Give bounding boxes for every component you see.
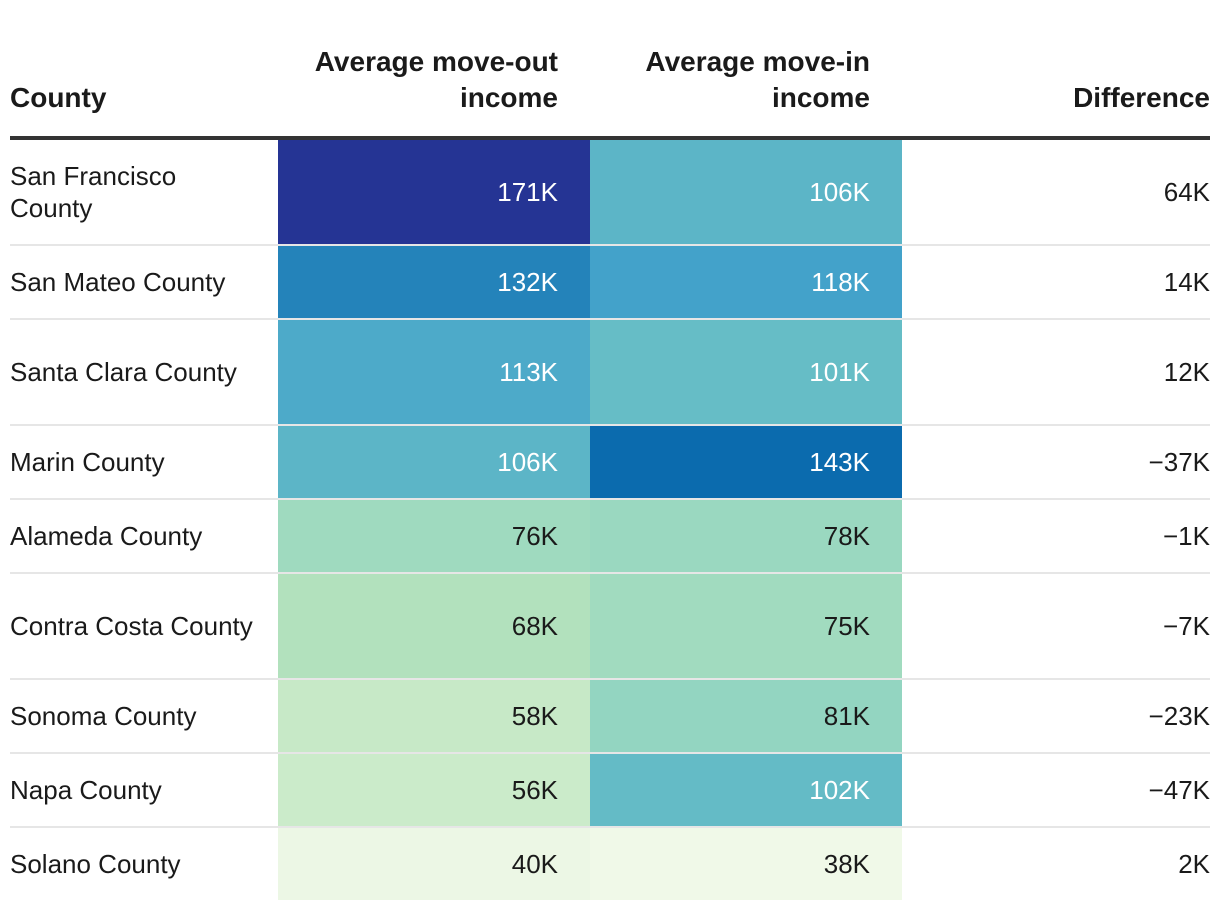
move-out-cell: 76K [278, 499, 590, 574]
county-cell: Sonoma County [10, 679, 278, 754]
header-move-out: Average move-out income [278, 44, 590, 140]
income-table-wrapper: County Average move-out income Average m… [10, 44, 1210, 900]
table-body: San Francisco County 171K 106K 64K San M… [10, 138, 1210, 900]
header-row: County Average move-out income Average m… [10, 44, 1210, 140]
county-cell: Napa County [10, 753, 278, 828]
move-out-cell: 40K [278, 827, 590, 900]
header-move-in: Average move-in income [590, 44, 902, 140]
move-out-cell: 171K [278, 138, 590, 246]
income-table: County Average move-out income Average m… [10, 44, 1210, 900]
table-row: Solano County 40K 38K 2K [10, 827, 1210, 900]
county-cell: Santa Clara County [10, 319, 278, 426]
header-difference: Difference [902, 44, 1210, 140]
table-row: Napa County 56K 102K −47K [10, 753, 1210, 828]
county-cell: Alameda County [10, 499, 278, 574]
move-in-cell: 78K [590, 499, 902, 574]
move-in-cell: 75K [590, 573, 902, 680]
county-cell: Marin County [10, 425, 278, 500]
difference-cell: 14K [902, 245, 1210, 320]
move-out-cell: 106K [278, 425, 590, 500]
move-in-cell: 38K [590, 827, 902, 900]
difference-cell: 64K [902, 138, 1210, 246]
move-in-cell: 102K [590, 753, 902, 828]
move-out-cell: 58K [278, 679, 590, 754]
move-in-cell: 106K [590, 138, 902, 246]
difference-cell: −37K [902, 425, 1210, 500]
move-in-cell: 143K [590, 425, 902, 500]
county-cell: San Mateo County [10, 245, 278, 320]
table-row: Santa Clara County 113K 101K 12K [10, 319, 1210, 426]
table-row: Sonoma County 58K 81K −23K [10, 679, 1210, 754]
table-row: Marin County 106K 143K −37K [10, 425, 1210, 500]
difference-cell: 2K [1178, 849, 1210, 879]
header-county: County [10, 44, 278, 140]
difference-cell: −1K [902, 499, 1210, 574]
difference-cell: −23K [902, 679, 1210, 754]
county-cell: Contra Costa County [10, 573, 278, 680]
county-cell: Solano County [10, 849, 181, 879]
county-cell: San Francisco County [10, 138, 278, 246]
difference-cell: 12K [902, 319, 1210, 426]
move-in-cell: 101K [590, 319, 902, 426]
move-in-cell: 81K [590, 679, 902, 754]
difference-cell: −47K [902, 753, 1210, 828]
table-row: San Mateo County 132K 118K 14K [10, 245, 1210, 320]
difference-cell: −7K [902, 573, 1210, 680]
move-out-cell: 56K [278, 753, 590, 828]
move-out-cell: 68K [278, 573, 590, 680]
table-row: San Francisco County 171K 106K 64K [10, 138, 1210, 246]
table-row: Contra Costa County 68K 75K −7K [10, 573, 1210, 680]
table-row: Alameda County 76K 78K −1K [10, 499, 1210, 574]
move-out-cell: 132K [278, 245, 590, 320]
move-out-cell: 113K [278, 319, 590, 426]
move-in-cell: 118K [590, 245, 902, 320]
